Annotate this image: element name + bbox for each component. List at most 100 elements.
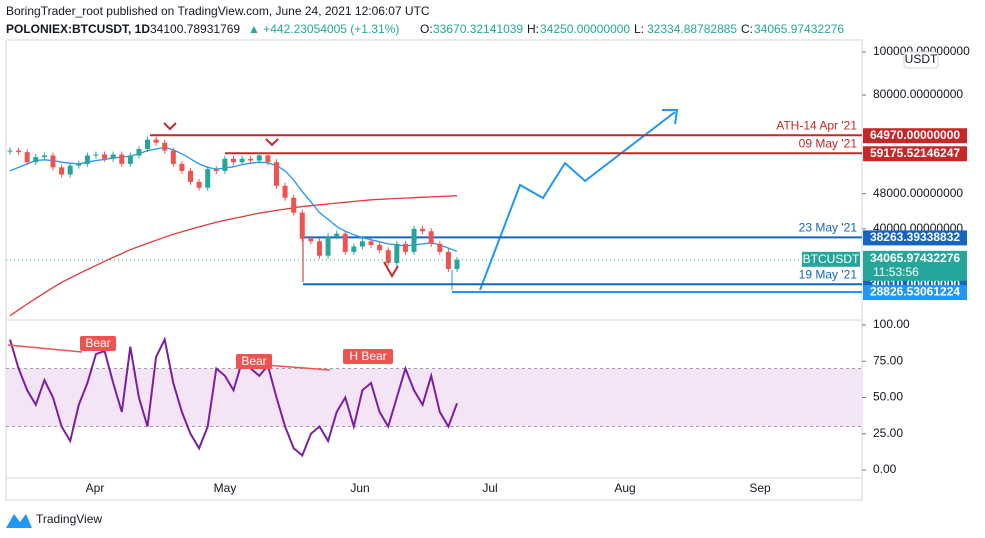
candle [162,142,168,151]
candle [316,241,322,256]
rsi-tick-label: 75.00 [873,353,903,367]
ohlc-value: 34065.97432276 [754,22,844,36]
candle [454,259,460,269]
level-box [863,146,967,162]
candle [411,228,417,252]
logo: TradingView [6,512,102,528]
level-box [863,230,967,246]
header: POLONIEX:BTCUSDT, 1D 34100.78931769 ▲ +4… [6,22,399,36]
marker [383,261,399,278]
candle [110,154,116,159]
symbol: POLONIEX:BTCUSDT, 1D [6,22,150,36]
candle [385,250,391,264]
current-box [863,250,967,281]
candle [282,185,288,198]
candle [119,154,125,164]
candle [359,241,365,247]
level-name: 23 May '21 [799,221,858,235]
candle [222,158,228,171]
annotation-box [236,354,272,369]
currency-box [903,51,939,69]
candle [231,158,236,163]
candle [265,155,271,163]
x-tick-label: May [214,481,237,495]
symbol-box [802,251,860,267]
level-box [863,285,967,301]
annotation: Bear [241,354,266,368]
candle [179,163,185,171]
candle [170,150,176,164]
rsi-tick-label: 100.00 [873,317,910,331]
annotation: H Bear [349,349,386,363]
ohlc-value: 32334.88782885 [647,22,737,36]
y-tick-label: 80000.00000000 [873,87,963,101]
countdown: 11:53:56 [873,265,919,279]
level-name: ATH-14 Apr '21 [776,118,857,132]
candle [205,169,211,188]
candle [402,243,408,252]
candle [394,243,400,264]
candle [334,233,340,237]
x-tick-label: Jul [482,481,497,495]
candle [325,236,331,256]
marker [163,122,177,131]
moving-average [9,195,458,317]
candle [33,157,39,163]
candle [41,155,47,158]
marker [265,138,279,147]
rsi-tick-label: 0.00 [873,462,897,476]
level-label: 64970.00000000 [870,128,960,142]
candle [368,241,374,245]
candle [59,167,65,175]
annotation: Bear [85,336,110,350]
candle [420,228,426,232]
ohlc-label: O: [420,22,433,36]
rsi-band [6,368,862,427]
candle [7,150,13,152]
candle [291,197,297,213]
candle [50,155,56,168]
level-name: 09 May '21 [799,136,858,150]
change: ▲ +442.23054005 (+1.31%) [248,22,399,36]
ohlc-value: 34250.00000000 [540,22,630,36]
candle [445,251,451,269]
currency: USDT [905,52,938,66]
divergence [7,344,83,353]
candle [248,158,254,161]
candle [16,150,22,153]
candle [196,181,202,188]
current-label: 34065.97432276 [870,251,960,265]
candle [256,155,262,161]
rsi-line [9,336,458,458]
annotation-box [80,336,116,351]
y-tick-label: 100000.00000000 [873,44,970,58]
candle [136,148,142,156]
level-box [863,128,967,144]
last-price: 34100.78931769 [150,22,240,36]
level-name: 19 May '21 [799,267,858,281]
x-tick-label: Aug [614,481,635,495]
frame [5,39,863,501]
candle [67,165,73,175]
candle [93,154,99,156]
candle [351,246,357,252]
candle [308,238,314,242]
x-tick-label: Jun [350,481,369,495]
candle [84,155,90,164]
candle [127,155,133,164]
candle [153,139,159,143]
ohlc-label: H: [527,22,539,36]
level-label: 38263.39338832 [870,230,960,244]
candle [76,163,82,166]
candle [299,212,305,239]
candle [145,139,151,149]
level-label: 59175.52146247 [870,146,960,160]
x-tick-label: Sep [749,481,771,495]
candle [239,158,245,163]
candle [437,243,443,252]
annotation-box [343,349,393,364]
x-tick-label: Apr [86,481,105,495]
candle [213,169,219,171]
